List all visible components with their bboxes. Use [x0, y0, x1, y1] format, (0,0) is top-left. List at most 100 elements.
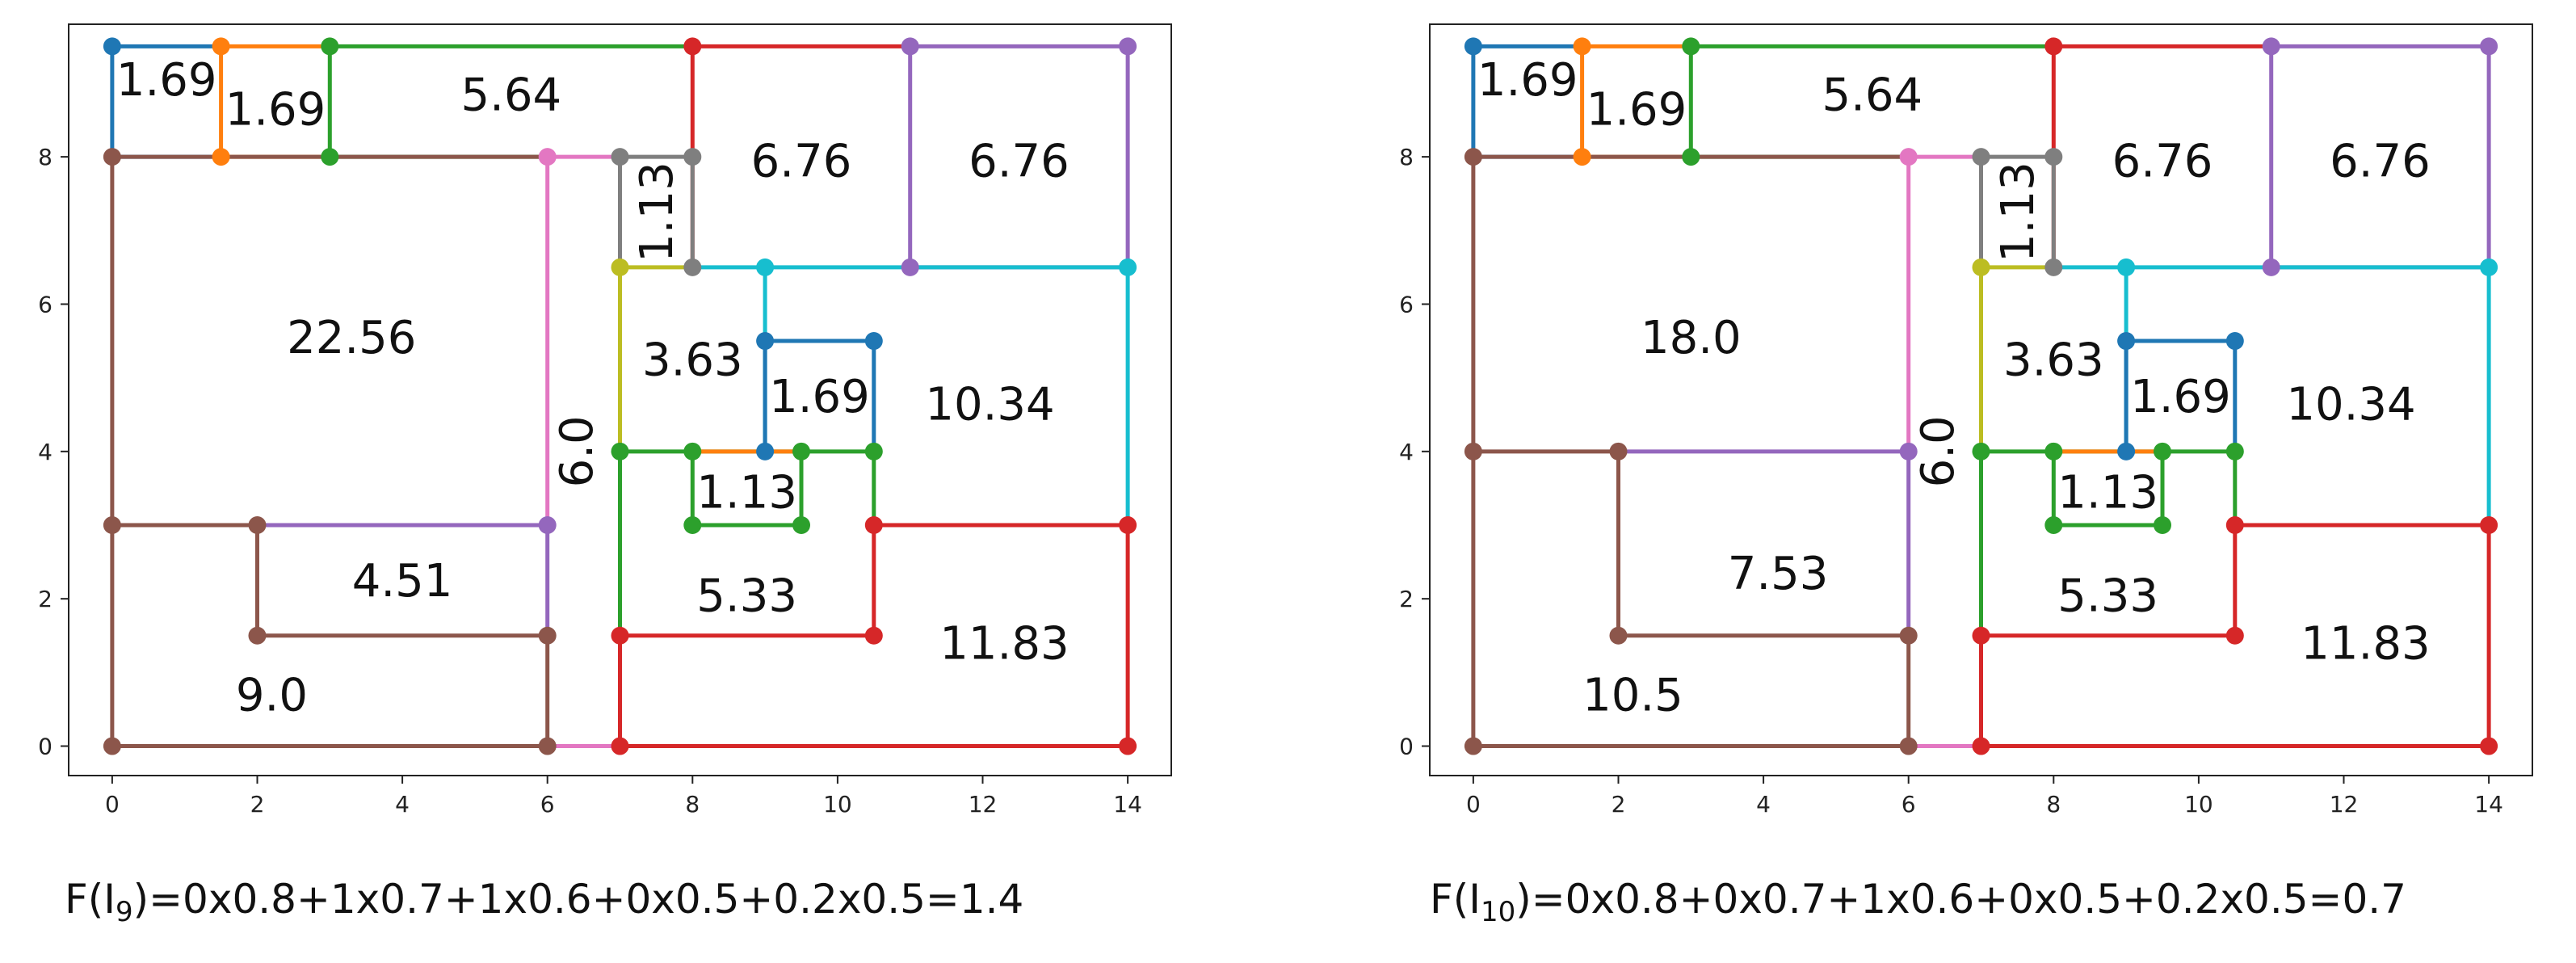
y-tick-label: 6: [1399, 291, 1414, 317]
x-tick-label: 14: [2474, 791, 2503, 818]
vertex-point: [1119, 737, 1137, 755]
vertex-point: [248, 626, 267, 645]
x-tick-label: 8: [685, 791, 700, 818]
area-label: 6.76: [969, 135, 1069, 187]
score-formula: F(I10)=0x0.8+0x0.7+1x0.6+0x0.5+0.2x0.5=0…: [1430, 876, 2406, 928]
vertex-point: [864, 442, 883, 460]
y-tick-label: 2: [1399, 586, 1414, 612]
vertex-point: [2262, 37, 2280, 56]
y-tick-label: 8: [38, 144, 53, 170]
x-tick-label: 0: [105, 791, 120, 818]
x-tick-label: 8: [2046, 791, 2061, 818]
vertex-point: [1464, 37, 1482, 56]
formula-prefix: F(I: [1430, 876, 1481, 923]
area-label: 3.63: [642, 334, 743, 387]
vertex-point: [1682, 148, 1700, 166]
y-tick-label: 4: [38, 439, 53, 465]
vertex-point: [864, 626, 883, 645]
score-formula: F(I9)=0x0.8+1x0.7+1x0.6+0x0.5+0.2x0.5=1.…: [65, 876, 1023, 928]
area-label: 22.56: [287, 312, 416, 364]
x-tick-label: 2: [1612, 791, 1626, 818]
y-tick-label: 2: [38, 586, 53, 612]
area-label: 7.53: [1728, 548, 1829, 600]
vertex-point: [1464, 148, 1482, 166]
area-label: 1.69: [225, 84, 326, 137]
vertex-point: [2480, 737, 2498, 755]
vertex-point: [2225, 516, 2244, 534]
vertex-point: [611, 442, 629, 460]
area-label: 10.34: [2286, 378, 2415, 431]
formula-subscript: 10: [1481, 896, 1515, 928]
area-label: 1.13: [696, 467, 797, 519]
formula-expression: )=0x0.8+1x0.7+1x0.6+0x0.5+0.2x0.5=1.4: [133, 876, 1024, 923]
y-tick-label: 0: [1399, 734, 1414, 760]
area-label: 1.13: [2057, 467, 2158, 519]
vertex-point: [2117, 332, 2136, 351]
vertex-point: [2044, 442, 2063, 460]
x-tick-label: 2: [250, 791, 265, 818]
vertex-point: [683, 516, 702, 534]
x-tick-label: 4: [395, 791, 410, 818]
area-label: 6.76: [2112, 135, 2213, 187]
vertex-point: [901, 37, 919, 56]
vertex-point: [212, 37, 230, 56]
area-label: 6.76: [2330, 135, 2431, 187]
vertex-point: [321, 37, 339, 56]
vertex-point: [1899, 737, 1918, 755]
vertex-point: [792, 516, 811, 534]
area-label: 6.0: [1912, 415, 1965, 487]
formula-expression: )=0x0.8+0x0.7+1x0.6+0x0.5+0.2x0.5=0.7: [1515, 876, 2406, 923]
area-label: 5.33: [2057, 570, 2158, 622]
vertex-point: [2225, 442, 2244, 460]
x-tick-label: 0: [1466, 791, 1481, 818]
area-label: 10.34: [925, 378, 1054, 431]
vertex-point: [1899, 626, 1918, 645]
vertex-point: [2044, 37, 2063, 56]
x-tick-label: 6: [1902, 791, 1916, 818]
x-tick-label: 4: [1756, 791, 1771, 818]
axes-frame: [68, 23, 1172, 776]
vertex-point: [2154, 442, 2172, 460]
vertex-point: [1464, 442, 1482, 460]
x-tick-label: 10: [2184, 791, 2213, 818]
vertex-point: [1972, 442, 1990, 460]
area-label: 6.76: [751, 135, 852, 187]
vertex-point: [683, 148, 702, 166]
vertex-point: [103, 37, 121, 56]
vertex-point: [1573, 37, 1591, 56]
vertex-point: [2044, 148, 2063, 166]
y-tick-label: 0: [38, 734, 53, 760]
area-label: 1.69: [769, 371, 870, 423]
vertex-point: [212, 148, 230, 166]
vertex-point: [792, 442, 811, 460]
vertex-point: [1464, 737, 1482, 755]
vertex-point: [756, 332, 775, 351]
area-label: 1.69: [2130, 371, 2231, 423]
y-tick-label: 4: [1399, 439, 1414, 465]
y-tick-label: 8: [1399, 144, 1414, 170]
vertex-point: [611, 258, 629, 276]
area-label: 9.0: [236, 669, 308, 721]
vertex-point: [2117, 442, 2136, 460]
formula-prefix: F(I: [65, 876, 116, 923]
vertex-point: [611, 626, 629, 645]
axes-frame: [1429, 23, 2533, 776]
x-tick-label: 12: [969, 791, 998, 818]
area-label: 4.51: [352, 555, 453, 608]
area-label: 1.69: [1586, 84, 1687, 137]
formula-subscript: 9: [116, 896, 133, 928]
vertex-point: [1972, 148, 1990, 166]
vertex-point: [2480, 516, 2498, 534]
vertex-point: [1609, 626, 1628, 645]
vertex-point: [538, 148, 557, 166]
area-label: 1.13: [1992, 162, 2044, 263]
vertex-point: [2225, 626, 2244, 645]
x-tick-label: 12: [2330, 791, 2359, 818]
vertex-point: [1899, 148, 1918, 166]
vertex-point: [611, 737, 629, 755]
area-label: 10.5: [1582, 669, 1683, 721]
vertex-point: [901, 258, 919, 276]
vertex-point: [538, 737, 557, 755]
